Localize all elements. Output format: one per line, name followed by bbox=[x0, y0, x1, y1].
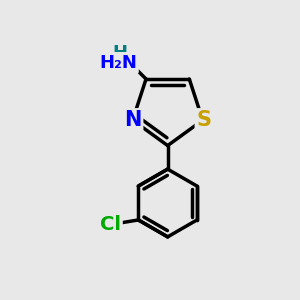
Text: H: H bbox=[112, 44, 127, 62]
Text: S: S bbox=[196, 110, 211, 130]
Text: N: N bbox=[124, 110, 141, 130]
Text: Cl: Cl bbox=[100, 215, 121, 234]
Text: H₂N: H₂N bbox=[99, 54, 137, 72]
